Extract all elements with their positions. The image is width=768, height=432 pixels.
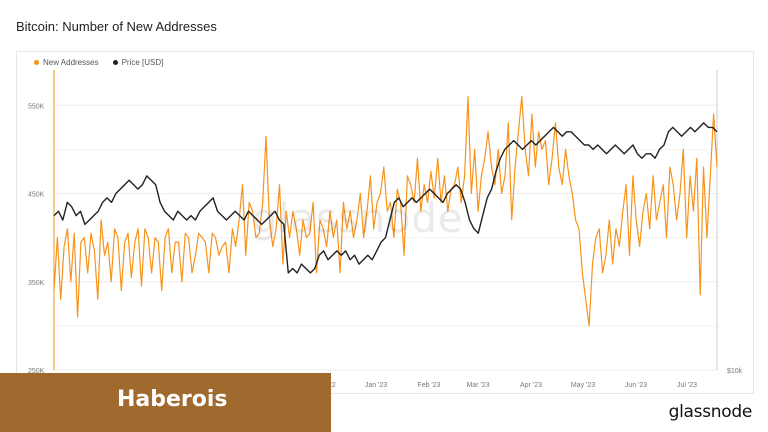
watermark-text: glassnode xyxy=(252,196,464,242)
x-tick-label: Jun '23 xyxy=(625,382,647,389)
x-tick-label: Jul '23 xyxy=(677,382,697,389)
chart-title: Bitcoin: Number of New Addresses xyxy=(16,19,217,34)
legend-label-price: Price [USD] xyxy=(121,58,164,67)
y-tick-label: 250K xyxy=(28,368,45,375)
legend-item-new-addresses[interactable]: New Addresses xyxy=(34,58,99,67)
banner: Haberois xyxy=(0,373,331,432)
legend-dot-orange xyxy=(34,60,39,65)
x-tick-label: Apr '23 xyxy=(520,382,542,389)
y-tick-label: 350K xyxy=(28,280,45,287)
legend-item-price[interactable]: Price [USD] xyxy=(112,58,164,67)
x-tick-label: Mar '23 xyxy=(466,382,489,389)
chart-legend[interactable]: New Addresses Price [USD] xyxy=(34,58,163,67)
x-tick-label: May '23 xyxy=(571,382,595,389)
banner-text: Haberois xyxy=(117,387,228,412)
x-tick-label: Feb '23 xyxy=(417,382,440,389)
legend-dot-black xyxy=(112,60,118,65)
y-right-tick-label: $10k xyxy=(727,368,743,375)
series-line-new-addresses xyxy=(53,95,718,327)
y-tick-label: 550K xyxy=(28,103,45,110)
brand-logo-text: glassnode xyxy=(668,402,753,422)
legend-label-new-addresses: New Addresses xyxy=(43,58,99,67)
series-line-price xyxy=(53,122,718,274)
x-tick-label: Jan '23 xyxy=(365,382,387,389)
y-tick-label: 450K xyxy=(28,192,45,199)
